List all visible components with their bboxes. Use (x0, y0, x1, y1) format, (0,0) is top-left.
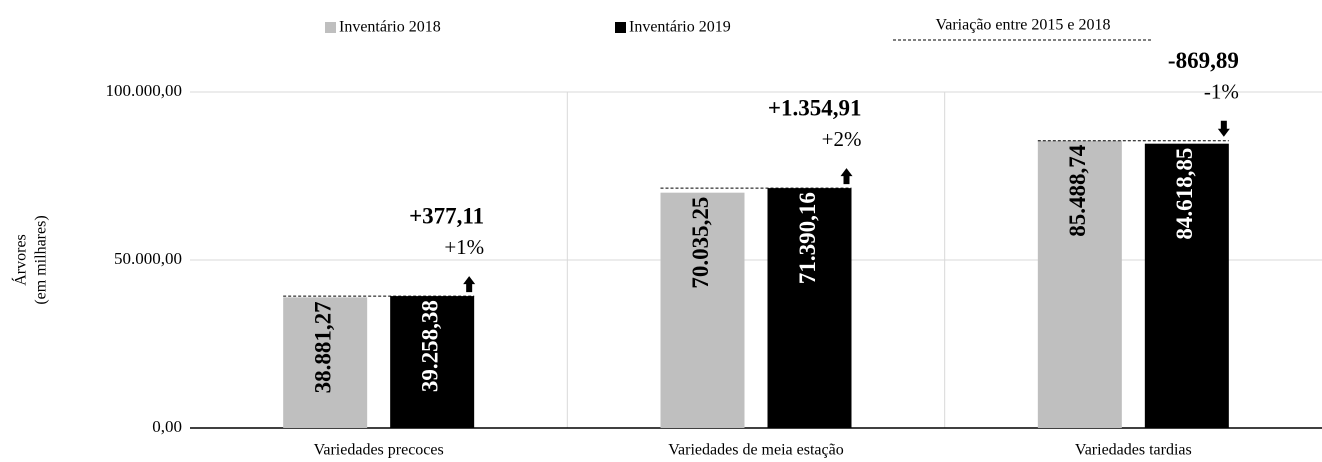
value-label: 70.035,25 (688, 197, 713, 289)
variation-legend: Variação entre 2015 e 2018 (935, 17, 1110, 34)
y-axis-label: Árvores (11, 234, 30, 286)
y-axis-label: (em milhares) (33, 215, 50, 304)
value-label: 38.881,27 (310, 301, 335, 393)
bar (390, 296, 475, 428)
bar (1037, 140, 1122, 429)
variation-change: -869,89 (1168, 48, 1239, 73)
bar (660, 192, 745, 428)
x-tick-label: Variedades tardias (1075, 442, 1192, 459)
legend-swatch (325, 22, 336, 33)
y-tick-label: 100.000,00 (106, 81, 183, 100)
y-tick-label: 0,00 (152, 417, 182, 436)
legend-label: Inventário 2018 (339, 19, 441, 36)
x-tick-label: Variedades de meia estação (668, 442, 843, 459)
legend-label: Inventário 2019 (629, 19, 731, 36)
bar (283, 297, 368, 428)
value-label: 85.488,74 (1065, 144, 1090, 237)
value-label: 84.618,85 (1172, 148, 1197, 240)
variation-pct: -1% (1204, 80, 1239, 104)
variation-arrow (463, 276, 476, 293)
x-tick-label: Variedades precoces (314, 442, 444, 459)
value-label: 71.390,16 (795, 192, 820, 284)
variation-change: +1.354,91 (768, 95, 862, 120)
variation-pct: +2% (822, 127, 862, 151)
legend-swatch (615, 22, 626, 33)
bar (767, 188, 852, 428)
y-tick-label: 50.000,00 (114, 249, 182, 268)
bar (1144, 143, 1229, 428)
variation-arrow (1217, 120, 1230, 137)
variation-arrow (840, 168, 853, 185)
variation-pct: +1% (444, 235, 484, 259)
value-label: 39.258,38 (417, 300, 442, 392)
variation-change: +377,11 (409, 203, 484, 228)
